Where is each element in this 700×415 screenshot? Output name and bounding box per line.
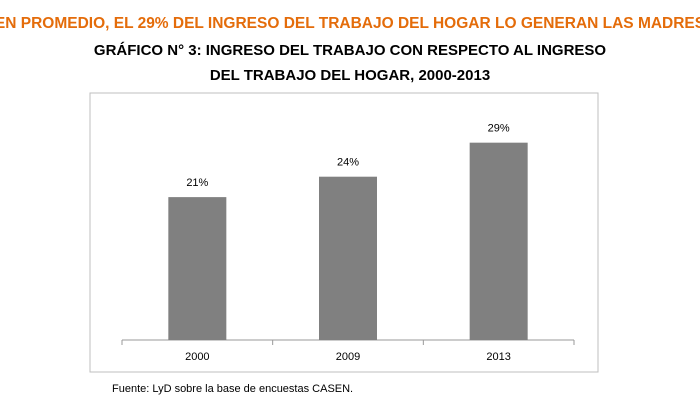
headline: EN PROMEDIO, EL 29% DEL INGRESO DEL TRAB… <box>0 15 700 32</box>
x-tick-label: 2009 <box>336 351 360 363</box>
plot-frame <box>89 92 599 373</box>
data-label: 24% <box>337 157 359 169</box>
bar <box>168 197 227 340</box>
x-tick-label: 2013 <box>486 351 510 363</box>
data-label: 29% <box>488 123 510 135</box>
data-label: 21% <box>186 177 208 189</box>
chart-title: DEL TRABAJO DEL HOGAR, 2000-2013 <box>210 67 490 84</box>
bar <box>319 176 377 340</box>
source-note: Fuente: LyD sobre la base de encuestas C… <box>112 383 353 395</box>
bar <box>469 142 528 340</box>
x-tick-label: 2000 <box>185 351 209 363</box>
chart-title: GRÁFICO N° 3: INGRESO DEL TRABAJO CON RE… <box>94 42 607 59</box>
